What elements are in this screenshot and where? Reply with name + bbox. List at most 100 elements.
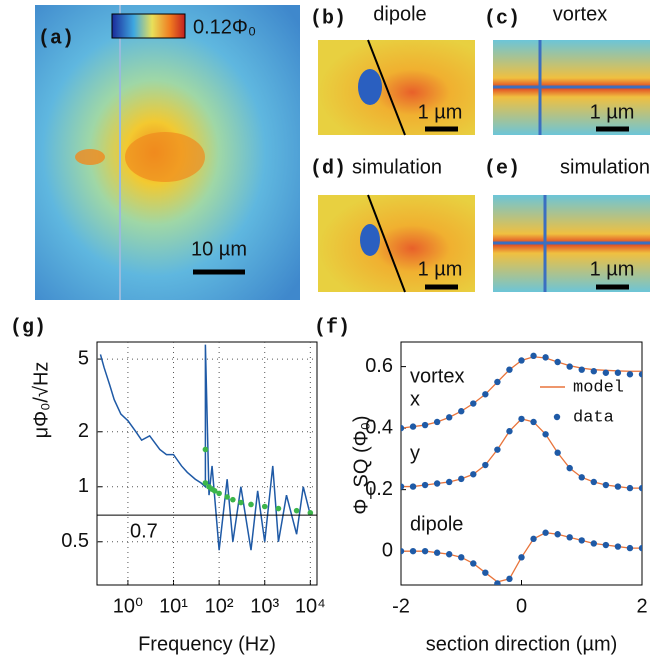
x-tick-label: 10²	[205, 595, 234, 617]
legend-label: model	[573, 378, 624, 397]
x-tick-label: 10¹	[159, 595, 188, 617]
y-axis-label: μΦ₀/√Hz	[30, 362, 52, 439]
point	[518, 357, 525, 364]
point	[409, 483, 417, 490]
y-tick-label: 0	[382, 539, 393, 561]
point	[433, 480, 441, 487]
plot-marks	[97, 344, 317, 551]
point	[590, 540, 597, 547]
panel-d: 1 µm (d) simulation	[310, 156, 475, 293]
section-line	[367, 194, 406, 293]
x-tick-label: 2	[636, 595, 647, 617]
point	[421, 547, 429, 555]
point	[590, 478, 597, 486]
panel-title: simulation	[560, 156, 650, 178]
colorbar	[111, 13, 186, 39]
point	[238, 499, 244, 506]
point	[530, 418, 537, 426]
panel-label: (e)	[484, 157, 520, 180]
point	[421, 481, 429, 489]
point	[506, 575, 513, 583]
legend-marker	[553, 413, 561, 421]
y-tick-label: 5	[78, 347, 89, 369]
point	[638, 484, 642, 492]
panel-c: 1 µm (c) vortex	[484, 3, 650, 135]
panel-title: vortex	[553, 3, 607, 25]
reference-label: 0.7	[130, 520, 158, 542]
annotation: dipole	[410, 513, 463, 535]
point	[401, 547, 405, 555]
x-tick-label: 0	[516, 595, 527, 617]
y-tick-label: 0.5	[61, 530, 89, 552]
panel-label: (a)	[38, 27, 74, 50]
image	[318, 40, 475, 135]
x-tick-label: -2	[392, 595, 410, 617]
y-tick-label: 0.2	[365, 478, 393, 500]
point	[482, 391, 489, 398]
point	[542, 431, 549, 438]
point	[230, 496, 236, 503]
x-axis-label: section direction (µm)	[426, 633, 618, 655]
point	[275, 505, 282, 512]
annotation: vortex	[410, 365, 464, 387]
point	[578, 474, 585, 481]
point	[433, 549, 441, 556]
point	[261, 503, 268, 510]
x-tick-label: 10³	[250, 595, 279, 617]
point	[494, 580, 501, 585]
point	[614, 369, 622, 376]
point	[602, 369, 610, 376]
x-tick-label: 10⁴	[295, 595, 326, 617]
image-feature	[358, 69, 382, 105]
point	[566, 464, 573, 472]
plot-marks	[401, 352, 642, 585]
panel-label: (d)	[310, 157, 346, 180]
point	[542, 354, 549, 361]
point	[446, 478, 453, 486]
point	[202, 480, 209, 486]
point	[614, 483, 622, 490]
point	[494, 446, 501, 453]
y-tick-label: 2	[78, 420, 89, 442]
point	[566, 534, 573, 541]
point	[506, 366, 513, 373]
point	[554, 358, 561, 366]
spectrum-line	[99, 344, 312, 551]
point	[638, 371, 642, 378]
scale-bar-label: 1 µm	[418, 101, 463, 123]
point	[409, 423, 417, 430]
panel-label: (f)	[314, 316, 350, 339]
panel-label: (c)	[484, 7, 520, 30]
image-feature	[360, 224, 380, 256]
point	[566, 363, 573, 370]
section-line	[367, 39, 406, 136]
image	[318, 195, 475, 292]
legend-label: data	[573, 408, 614, 427]
colorbar-label: 0.12Φ₀	[193, 16, 256, 38]
point	[470, 471, 477, 478]
panel-label: (g)	[10, 316, 46, 339]
y-tick-label: 1	[78, 475, 89, 497]
point	[578, 366, 585, 373]
point	[433, 418, 441, 426]
point	[554, 449, 561, 456]
point	[458, 554, 465, 561]
annotation: x	[410, 388, 420, 410]
scale-bar-label: 1 µm	[590, 101, 635, 123]
point	[518, 554, 525, 561]
point	[446, 414, 453, 421]
point	[421, 421, 429, 429]
point	[470, 400, 477, 407]
panel-title: dipole	[373, 3, 426, 25]
point	[482, 569, 489, 576]
point	[248, 501, 254, 508]
scale-bar-label: 1 µm	[590, 258, 635, 280]
point	[638, 544, 642, 552]
point	[626, 371, 634, 378]
point	[216, 490, 222, 497]
point	[494, 378, 501, 386]
point	[614, 543, 622, 550]
point	[530, 352, 537, 360]
model-line	[401, 418, 642, 489]
